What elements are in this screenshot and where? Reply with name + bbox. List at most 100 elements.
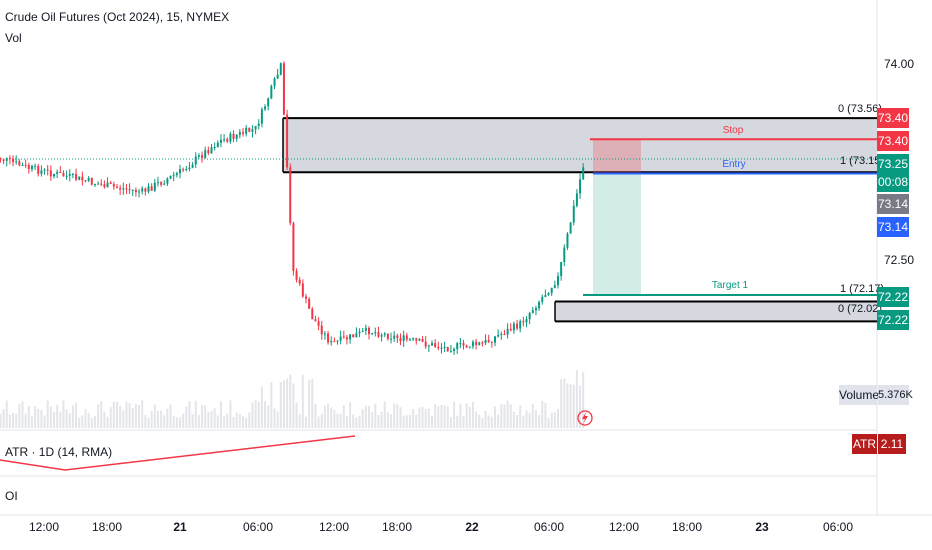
volume-bar-144 xyxy=(443,405,446,428)
volume-bar-58 xyxy=(172,416,175,428)
volume-bar-152 xyxy=(468,406,471,428)
volume-bar-113 xyxy=(345,416,348,428)
volume-bar-19 xyxy=(49,406,52,428)
candle-body-100 xyxy=(305,296,307,299)
volume-bar-68 xyxy=(204,405,207,428)
volume-bar-88 xyxy=(267,405,270,428)
volume-bar-50 xyxy=(147,417,150,428)
volume-bar-143 xyxy=(440,405,443,428)
volume-bar-51 xyxy=(150,410,153,428)
volume-bar-38 xyxy=(109,407,112,428)
candle-body-110 xyxy=(336,340,339,342)
candle-body-14 xyxy=(34,165,37,167)
candle-body-125 xyxy=(383,333,386,336)
volume-bar-173 xyxy=(534,410,537,428)
volume-bar-45 xyxy=(131,408,134,428)
volume-bar-65 xyxy=(194,400,197,428)
candle-body-83 xyxy=(251,129,254,132)
volume-bar-66 xyxy=(197,415,200,428)
volume-bar-146 xyxy=(449,416,452,428)
volume-bar-15 xyxy=(37,409,40,428)
candle-body-168 xyxy=(519,321,522,329)
volume-bar-77 xyxy=(232,417,235,428)
candle-body-171 xyxy=(528,312,531,320)
volume-bar-86 xyxy=(260,386,263,428)
candle-body-140 xyxy=(431,343,433,346)
volume-bar-3 xyxy=(0,413,2,428)
volume-bar-141 xyxy=(434,403,437,428)
volume-bar-134 xyxy=(412,409,415,428)
volume-bar-138 xyxy=(424,408,427,428)
candle-body-160 xyxy=(494,336,496,343)
candle-body-145 xyxy=(446,346,449,352)
volume-bar-34 xyxy=(97,404,100,428)
candle-body-161 xyxy=(497,334,500,337)
candle-body-166 xyxy=(512,323,515,331)
price-tick-72-5: 72.50 xyxy=(884,253,915,267)
atr-indicator-label: ATR · 1D (14, RMA) xyxy=(5,445,113,459)
volume-bar-5 xyxy=(5,400,8,428)
price-tag-last: 73.25 xyxy=(877,154,909,174)
candle-body-41 xyxy=(119,187,122,190)
volume-bar-167 xyxy=(516,415,519,428)
volume-bar-76 xyxy=(229,400,232,428)
atr-tag-label: ATR xyxy=(852,434,877,454)
candle-body-57 xyxy=(169,175,172,179)
time-tick-8: 12:00 xyxy=(608,520,640,534)
volume-bar-63 xyxy=(188,400,191,428)
candle-body-99 xyxy=(301,283,304,297)
price-tag-gray: 73.14 xyxy=(877,194,909,214)
volume-bar-97 xyxy=(295,402,298,428)
volume-bar-55 xyxy=(163,415,166,428)
candle-body-38 xyxy=(109,182,112,184)
candle-body-80 xyxy=(242,132,244,134)
candle-body-5 xyxy=(5,157,8,161)
volume-bar-80 xyxy=(242,416,244,428)
candle-body-96 xyxy=(292,223,295,271)
volume-bar-110 xyxy=(336,413,339,428)
volume-bar-118 xyxy=(361,409,364,428)
candle-body-71 xyxy=(213,146,216,148)
candle-body-55 xyxy=(163,183,166,185)
volume-bar-16 xyxy=(40,410,43,428)
volume-bar-111 xyxy=(339,413,342,428)
volume-bar-147 xyxy=(453,401,456,428)
volume-bar-39 xyxy=(112,401,115,428)
price-tag-entry: 73.14 xyxy=(877,217,909,237)
volume-bar-101 xyxy=(308,379,311,428)
candle-body-142 xyxy=(437,346,440,349)
candle-body-165 xyxy=(509,328,512,331)
candle-body-130 xyxy=(399,338,402,341)
volume-bar-89 xyxy=(270,382,273,428)
volume-bar-96 xyxy=(292,383,295,428)
volume-bar-153 xyxy=(471,401,474,428)
volume-bar-166 xyxy=(512,411,515,428)
time-tick-3: 06:00 xyxy=(242,520,274,534)
candle-body-116 xyxy=(355,333,358,338)
candle-body-88 xyxy=(267,98,270,107)
candle-body-127 xyxy=(390,338,393,340)
candle-body-12 xyxy=(27,165,30,170)
volume-bar-33 xyxy=(93,416,96,428)
price-tick-74: 74.00 xyxy=(884,57,915,71)
volume-bar-13 xyxy=(30,416,33,428)
time-tick-0: 12:00 xyxy=(28,520,60,534)
candle-body-42 xyxy=(122,188,125,190)
volume-bar-161 xyxy=(497,414,500,428)
volume-bar-49 xyxy=(144,414,147,428)
volume-bar-98 xyxy=(298,413,301,428)
price-tag-stop-2: 73.40 xyxy=(877,131,909,151)
volume-bar-36 xyxy=(103,411,106,428)
time-tick-1: 18:00 xyxy=(91,520,123,534)
volume-bar-56 xyxy=(166,408,169,428)
candle-body-135 xyxy=(415,338,418,341)
candle-body-181 xyxy=(560,262,563,277)
candle-body-70 xyxy=(210,147,213,154)
candle-body-175 xyxy=(541,296,544,302)
volume-bar-90 xyxy=(273,408,276,428)
candle-body-147 xyxy=(453,349,456,351)
volume-bar-54 xyxy=(160,410,163,428)
candle-body-112 xyxy=(342,336,345,338)
volume-legend-value: 5.376K xyxy=(878,385,913,405)
